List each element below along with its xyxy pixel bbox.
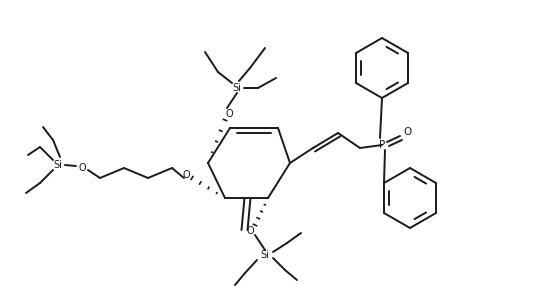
Text: Si: Si [54,160,62,170]
Text: O: O [246,226,254,236]
Text: P: P [379,140,385,150]
Text: O: O [404,127,412,137]
Text: O: O [182,170,190,180]
Text: O: O [78,163,86,173]
Text: Si: Si [232,83,242,93]
Text: Si: Si [260,250,270,260]
Text: O: O [225,109,233,119]
